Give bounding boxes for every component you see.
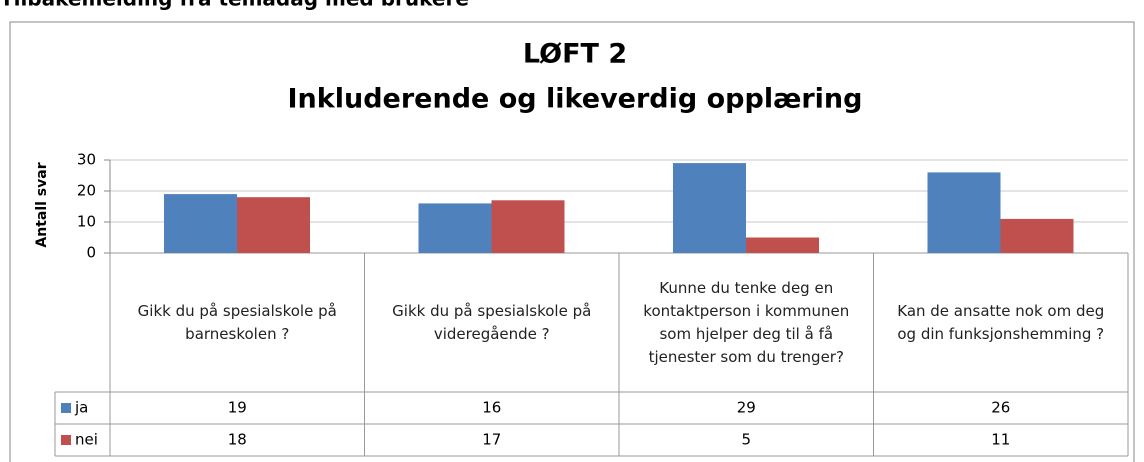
- bar: [927, 172, 1001, 253]
- category-label: Gikk du på spesialskole på videregående …: [392, 301, 592, 343]
- table-value: 18: [228, 431, 247, 449]
- bar: [418, 203, 492, 253]
- chart-frame: [9, 21, 1135, 462]
- y-tick-label: 20: [77, 182, 96, 200]
- bar: [1000, 218, 1074, 253]
- legend-swatch: [61, 435, 71, 445]
- bar: [491, 200, 565, 253]
- page-heading: Tilbakemelding fra temadag med brukere: [0, 0, 469, 11]
- bar: [237, 197, 310, 253]
- table-value: 11: [991, 431, 1010, 449]
- table-value: 29: [737, 399, 756, 417]
- legend-label: nei: [75, 431, 98, 449]
- table-value: 5: [741, 431, 751, 449]
- chart-title: LØFT 2: [523, 39, 627, 70]
- bar: [673, 163, 746, 253]
- y-tick-label: 10: [77, 213, 96, 231]
- y-axis-label: Antall svar: [34, 162, 50, 247]
- table-value: 19: [228, 399, 247, 417]
- chart-subtitle: Inkluderende og likeverdig opplæring: [288, 84, 863, 115]
- category-label: Kan de ansatte nok om deg og din funksjo…: [897, 301, 1105, 343]
- y-tick-label: 30: [77, 151, 96, 169]
- bar: [746, 237, 819, 253]
- table-value: 17: [482, 431, 501, 449]
- legend-swatch: [61, 403, 71, 413]
- table-value: 26: [991, 399, 1010, 417]
- legend-label: ja: [74, 399, 88, 417]
- category-label: Gikk du på spesialskole på barneskolen ?: [137, 301, 337, 343]
- y-tick-label: 0: [86, 244, 96, 262]
- table-value: 16: [482, 399, 501, 417]
- bar: [164, 194, 237, 253]
- category-label: Kunne du tenke deg en kontaktperson i ko…: [643, 278, 850, 366]
